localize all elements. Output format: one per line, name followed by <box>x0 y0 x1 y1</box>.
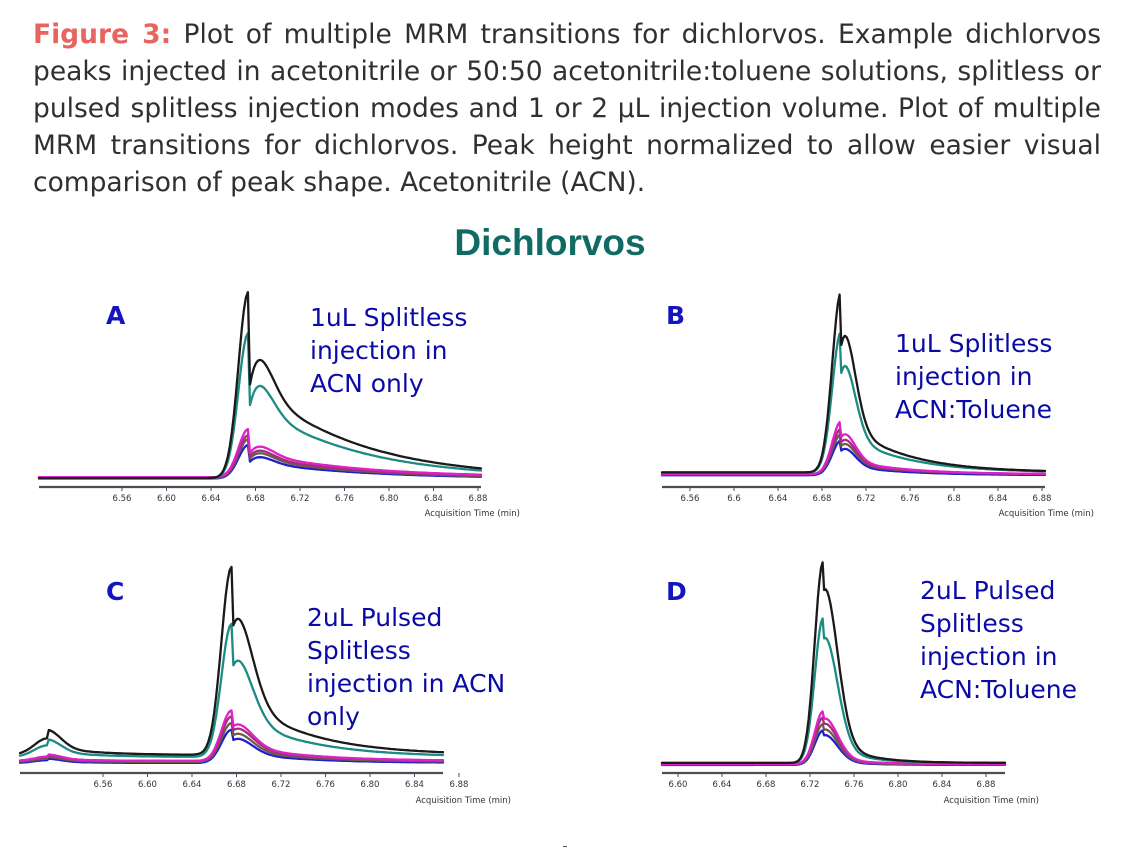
x-tick-label: 6.72 <box>857 494 876 504</box>
x-tick-label: 6.56 <box>681 494 700 504</box>
x-tick-label: 6.68 <box>813 494 832 504</box>
x-tick-label: 6.60 <box>138 780 157 790</box>
x-tick-label: 6.60 <box>157 494 176 504</box>
trace-transition-1 <box>660 293 1047 474</box>
x-tick-label: 6.88 <box>977 780 996 790</box>
stray-mark <box>563 846 567 847</box>
x-tick-label: 6.84 <box>933 780 952 790</box>
caption-text: Plot of multiple MRM transitions for dic… <box>33 19 1102 198</box>
panel-annotation-line: Splitless <box>307 636 411 665</box>
x-tick-label: 6.76 <box>901 494 920 504</box>
x-axis-title: Acquisition Time (min) <box>999 509 1094 519</box>
trace-transition-3 <box>18 709 445 763</box>
x-tick-label: 6.72 <box>291 494 310 504</box>
x-tick-label: 6.6 <box>727 494 741 504</box>
x-tick-label: 6.68 <box>246 494 265 504</box>
x-tick-label: 6.72 <box>272 780 291 790</box>
x-tick-label: 6.76 <box>316 780 335 790</box>
x-tick-label: 6.56 <box>94 780 113 790</box>
panel-letter: C <box>106 577 124 606</box>
panel-annotation-line: ACN:Toluene <box>895 395 1052 424</box>
x-tick-label: 6.64 <box>202 494 221 504</box>
x-axis-title: Acquisition Time (min) <box>425 509 520 519</box>
panel-annotation-line: 2uL Pulsed <box>920 576 1055 605</box>
x-tick-label: 6.80 <box>380 494 399 504</box>
x-tick-label: 6.64 <box>713 780 732 790</box>
x-tick-label: 6.60 <box>669 780 688 790</box>
chart-panel-b: 6.56 6.6 6.64 6.68 6.72 6.76 6.8 6.84 6.88 Acquis… <box>660 293 1094 519</box>
panel-annotation-line: ACN:Toluene <box>920 675 1077 704</box>
chart-title: Dichlorvos <box>454 222 646 263</box>
panel-annotation-line: 1uL Splitless <box>895 329 1052 358</box>
x-tick-label: 6.88 <box>450 780 469 790</box>
x-tick-label: 6.56 <box>113 494 132 504</box>
panel-annotation-line: injection in <box>310 336 448 365</box>
chart-panel-c: 6.56 6.60 6.64 6.68 6.72 6.76 6.80 6.84 6.88 Acqu… <box>18 565 511 806</box>
x-tick-label: 6.64 <box>183 780 202 790</box>
x-tick-label: 6.80 <box>889 780 908 790</box>
panel-annotation-line: only <box>307 702 360 731</box>
x-tick-label: 6.84 <box>989 494 1008 504</box>
x-tick-label: 6.88 <box>1033 494 1052 504</box>
x-tick-label: 6.76 <box>845 780 864 790</box>
x-tick-label: 6.88 <box>469 494 488 504</box>
panel-annotation-line: Splitless <box>920 609 1024 638</box>
panel-letter: B <box>666 301 685 330</box>
x-tick-label: 6.68 <box>227 780 246 790</box>
x-tick-label: 6.84 <box>405 780 424 790</box>
x-tick-label: 6.8 <box>947 494 961 504</box>
panel-annotation-line: injection in ACN <box>307 669 505 698</box>
trace-transition-1 <box>660 561 1007 765</box>
trace-transition-1 <box>18 565 445 756</box>
panel-letter: A <box>106 301 126 330</box>
panel-annotation-line: injection in <box>920 642 1058 671</box>
x-tick-label: 6.84 <box>424 494 443 504</box>
panel-annotation-line: injection in <box>895 362 1033 391</box>
x-tick-label: 6.76 <box>335 494 354 504</box>
x-tick-label: 6.80 <box>361 780 380 790</box>
figure-label: Figure 3: <box>33 19 172 50</box>
panel-letter: D <box>666 577 687 606</box>
trace-transition-2 <box>18 622 445 758</box>
x-tick-label: 6.68 <box>757 780 776 790</box>
figure-caption: Figure 3: Plot of multiple MRM transitio… <box>33 16 1101 201</box>
trace-transition-1 <box>37 291 483 480</box>
chart-panel-a: 6.56 6.60 6.64 6.68 6.72 6.76 6.80 6.84 6.88 Acqu… <box>37 291 520 519</box>
x-tick-label: 6.64 <box>769 494 788 504</box>
x-axis-title: Acquisition Time (min) <box>416 796 511 806</box>
panel-annotation-line: 2uL Pulsed <box>307 603 442 632</box>
x-axis-title: Acquisition Time (min) <box>944 796 1039 806</box>
x-tick-label: 6.72 <box>801 780 820 790</box>
trace-transition-3 <box>660 421 1047 476</box>
panel-annotation-line: ACN only <box>310 369 424 398</box>
panel-annotation-line: 1uL Splitless <box>310 303 467 332</box>
